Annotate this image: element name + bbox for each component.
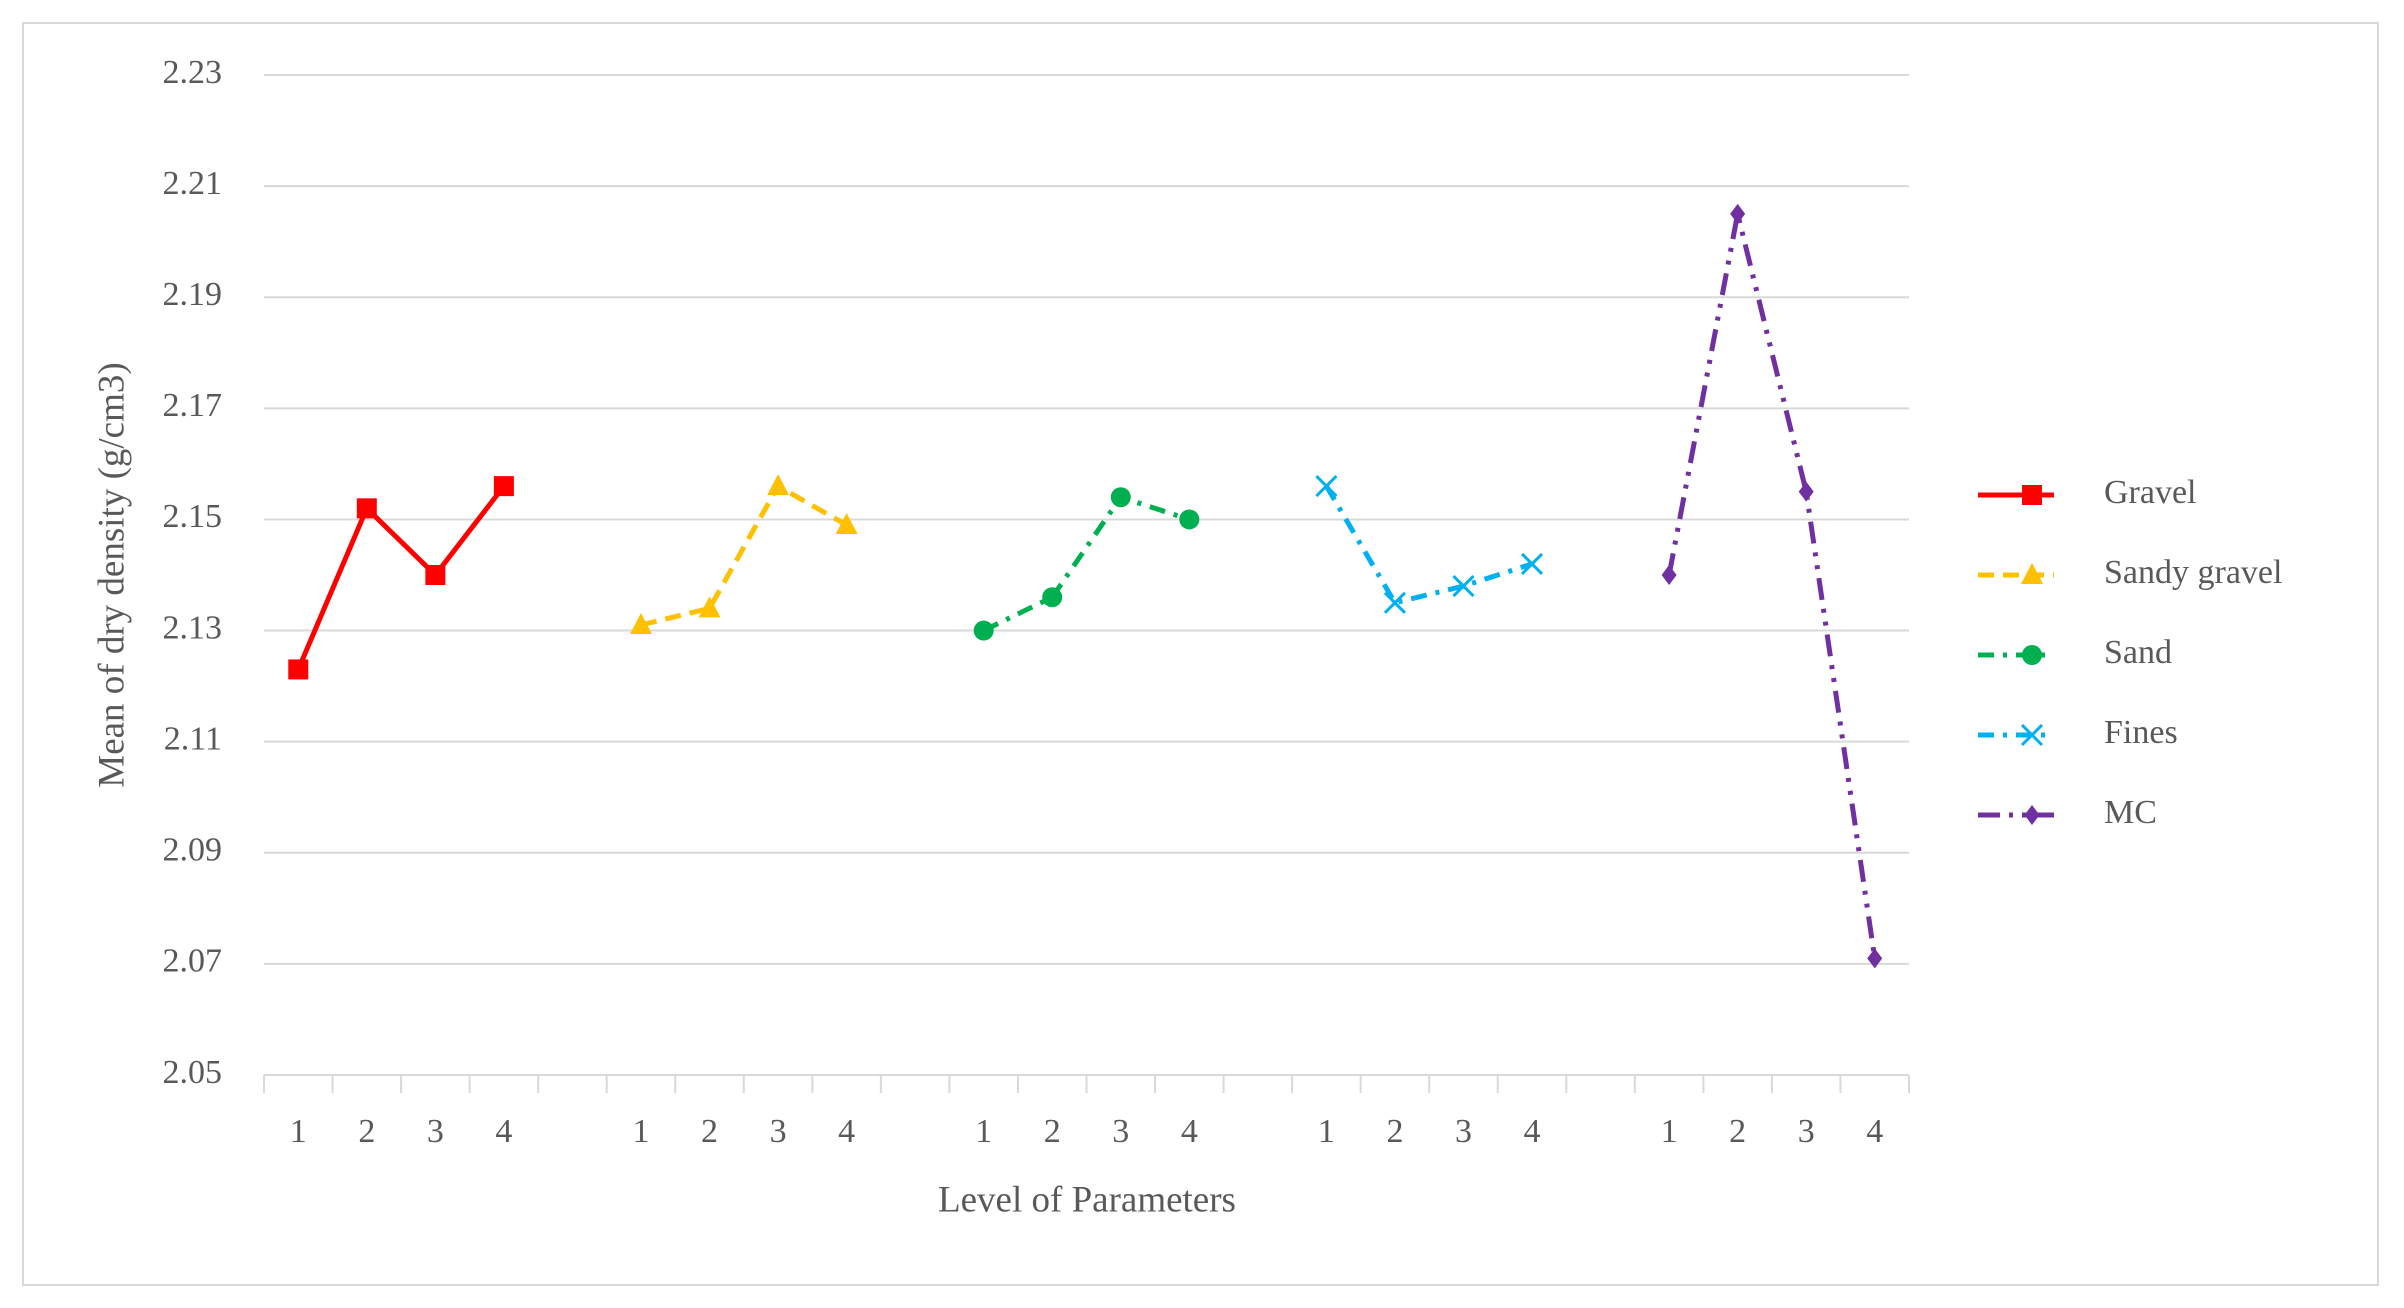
- y-tick-label: 2.17: [163, 387, 223, 424]
- x-tick-label: 3: [1798, 1113, 1815, 1150]
- series-line: [295, 484, 506, 671]
- x-tick-label: 1: [632, 1113, 649, 1150]
- y-tick-label: 2.09: [163, 832, 223, 869]
- legend-label: Gravel: [2104, 474, 2197, 511]
- x-tick-label: 4: [1181, 1113, 1198, 1150]
- legend-label: Fines: [2104, 714, 2178, 751]
- x-tick-label: 4: [495, 1113, 512, 1150]
- x-tick-label: 3: [770, 1113, 787, 1150]
- y-axis-title: Mean of dry density (g/cm3): [91, 362, 132, 787]
- x-tick-label: 3: [1455, 1113, 1472, 1150]
- marker: [493, 476, 514, 497]
- marker: [1042, 587, 1063, 608]
- series-line: [1666, 213, 1878, 959]
- y-tick-label: 2.07: [163, 943, 223, 980]
- x-tick-label: 4: [1866, 1113, 1883, 1150]
- marker: [835, 513, 858, 534]
- x-tick-label: 1: [975, 1113, 992, 1150]
- marker: [1661, 565, 1677, 585]
- marker: [1315, 475, 1338, 498]
- y-tick-label: 2.19: [163, 276, 223, 313]
- marker: [2024, 805, 2040, 825]
- y-tick-label: 2.11: [164, 720, 222, 757]
- x-tick-label: 4: [838, 1113, 855, 1150]
- marker: [1867, 948, 1883, 969]
- marker: [1179, 509, 1200, 530]
- x-tick-label: 2: [701, 1113, 718, 1150]
- marker: [2020, 723, 2044, 747]
- marker: [425, 565, 446, 585]
- marker: [1110, 487, 1131, 508]
- x-tick-label: 1: [1318, 1113, 1335, 1150]
- x-tick-label: 1: [1661, 1113, 1678, 1150]
- marker: [973, 620, 994, 641]
- marker: [1730, 203, 1746, 224]
- y-tick-label: 2.23: [163, 54, 223, 91]
- legend-label: Sandy gravel: [2104, 554, 2282, 591]
- legend-label: Sand: [2104, 634, 2172, 671]
- marker: [2022, 645, 2042, 665]
- y-tick-label: 2.15: [163, 498, 223, 535]
- x-tick-label: 2: [358, 1113, 375, 1150]
- series-line: [640, 482, 848, 628]
- marker: [629, 613, 652, 634]
- marker: [2021, 563, 2043, 584]
- y-tick-label: 2.21: [163, 165, 223, 202]
- x-tick-label: 4: [1524, 1113, 1541, 1150]
- x-tick-label: 2: [1729, 1113, 1746, 1150]
- x-tick-label: 3: [1112, 1113, 1129, 1150]
- series-line: [1324, 484, 1533, 606]
- series-line: [982, 494, 1191, 633]
- marker: [1383, 591, 1407, 614]
- marker: [2022, 485, 2042, 505]
- marker: [356, 498, 377, 519]
- x-axis-title: Level of Parameters: [938, 1179, 1236, 1220]
- x-tick-label: 2: [1044, 1113, 1061, 1150]
- x-tick-label: 3: [427, 1113, 444, 1150]
- marker: [1798, 481, 1814, 502]
- x-tick-label: 1: [290, 1113, 307, 1150]
- marker: [767, 474, 790, 496]
- marker: [1452, 575, 1475, 598]
- marker: [288, 659, 309, 680]
- marker: [1520, 552, 1544, 575]
- x-tick-label: 2: [1386, 1113, 1403, 1150]
- legend-label: MC: [2104, 794, 2157, 831]
- y-tick-label: 2.05: [163, 1054, 223, 1091]
- y-tick-label: 2.13: [163, 609, 223, 646]
- marker: [698, 596, 721, 618]
